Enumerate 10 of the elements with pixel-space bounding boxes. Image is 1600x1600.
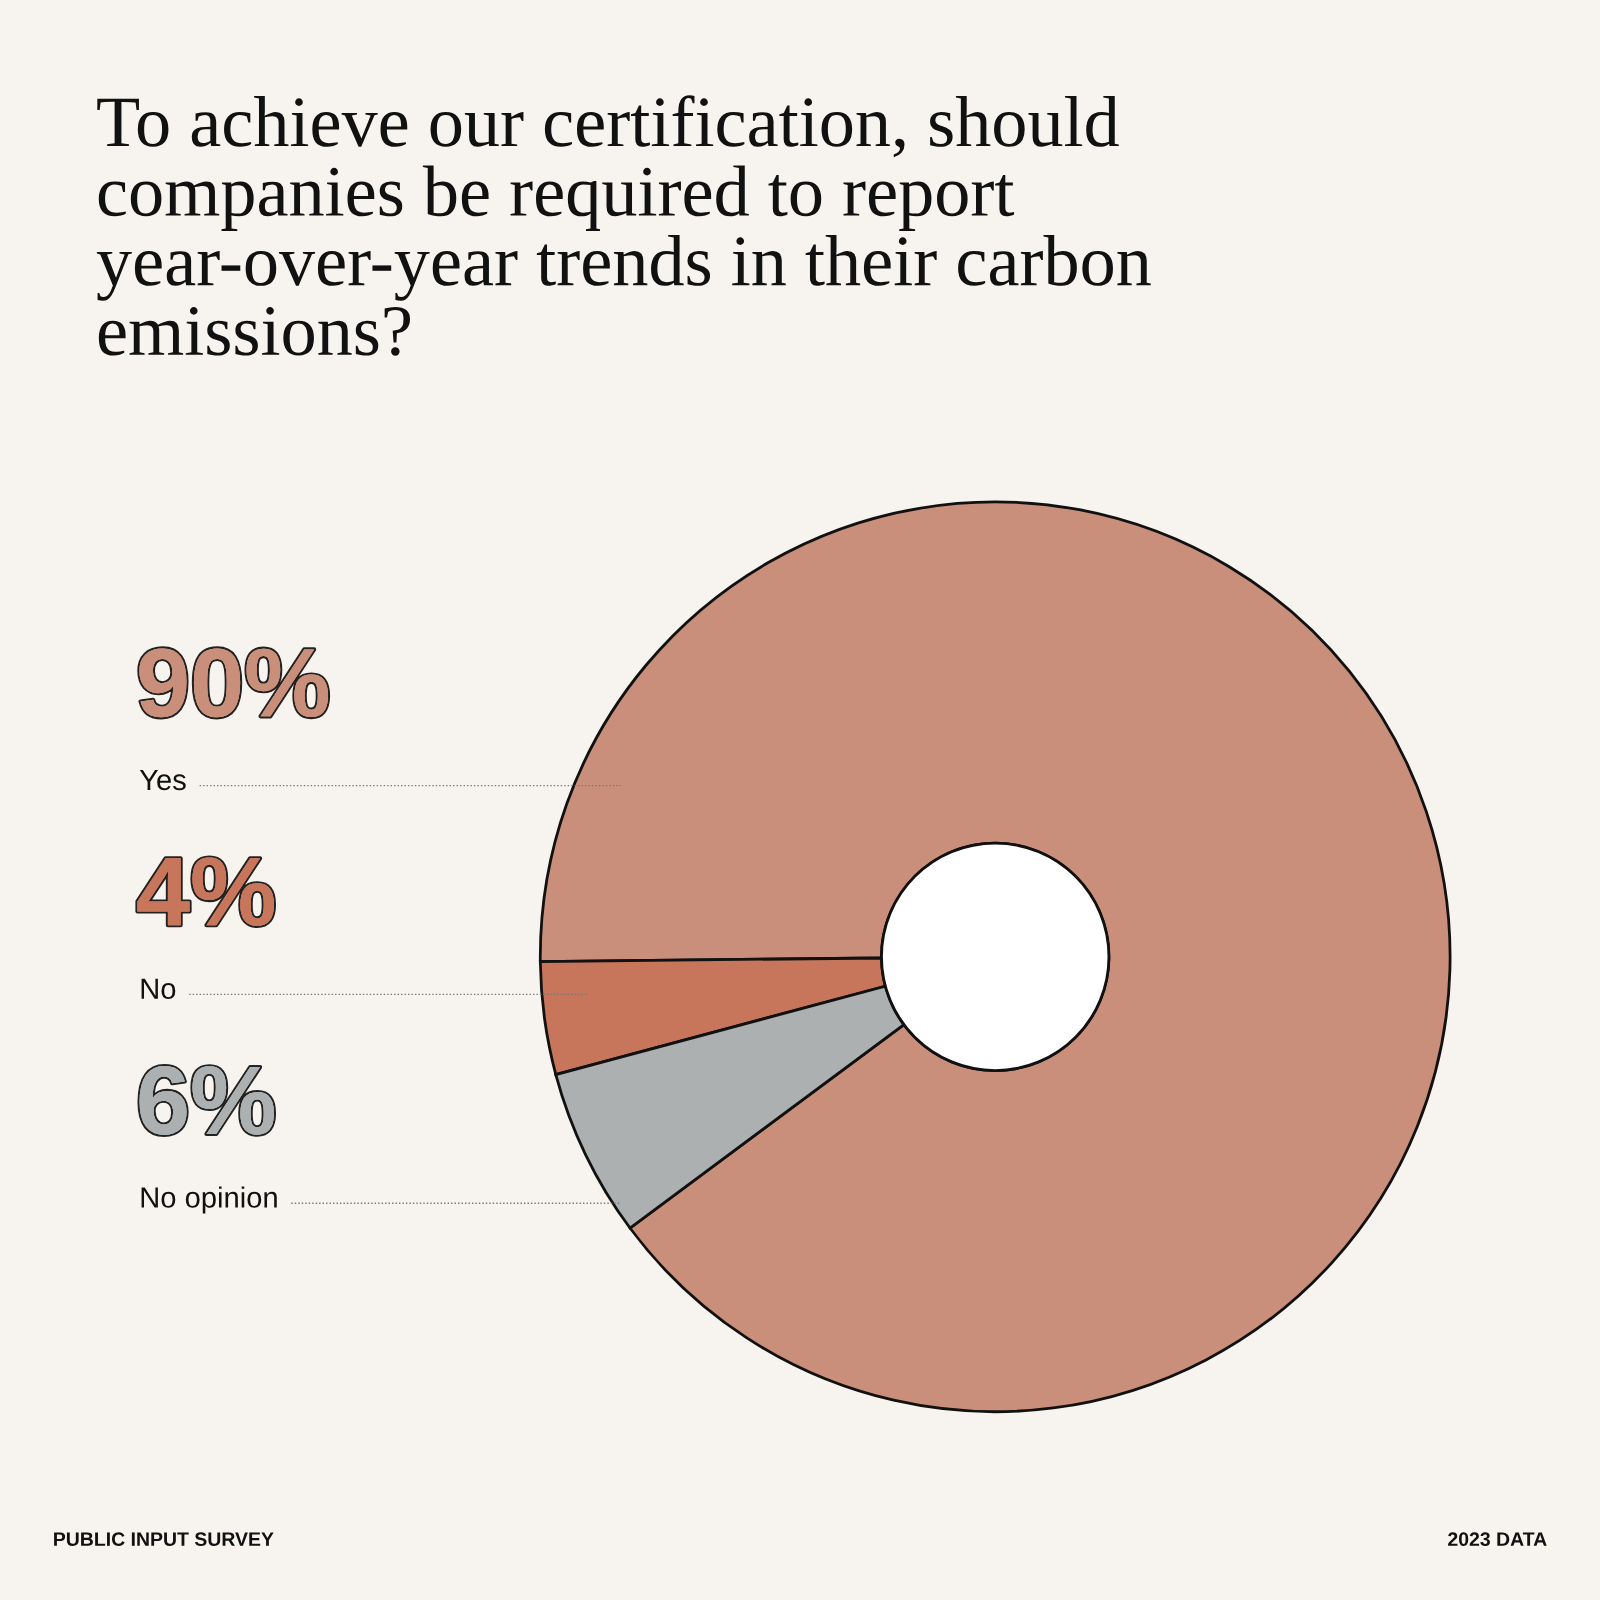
data-label: 90% bbox=[139, 648, 329, 718]
text: 2023 DATA bbox=[1448, 1532, 1547, 1547]
data-label: 6% bbox=[139, 1066, 274, 1135]
data-label: 4% bbox=[137, 857, 274, 926]
slice-label: Yes bbox=[139, 769, 186, 791]
chart-title: To achieve our certification, should companies be required to report year-over-year trends in their carbon emissions? bbox=[96, 95, 1151, 356]
slice-label: No bbox=[141, 978, 176, 1000]
slice-label: No opinion bbox=[141, 1186, 277, 1214]
donut-slice bbox=[538, 500, 1452, 1414]
text: PUBLIC INPUT SURVEY bbox=[54, 1532, 274, 1547]
